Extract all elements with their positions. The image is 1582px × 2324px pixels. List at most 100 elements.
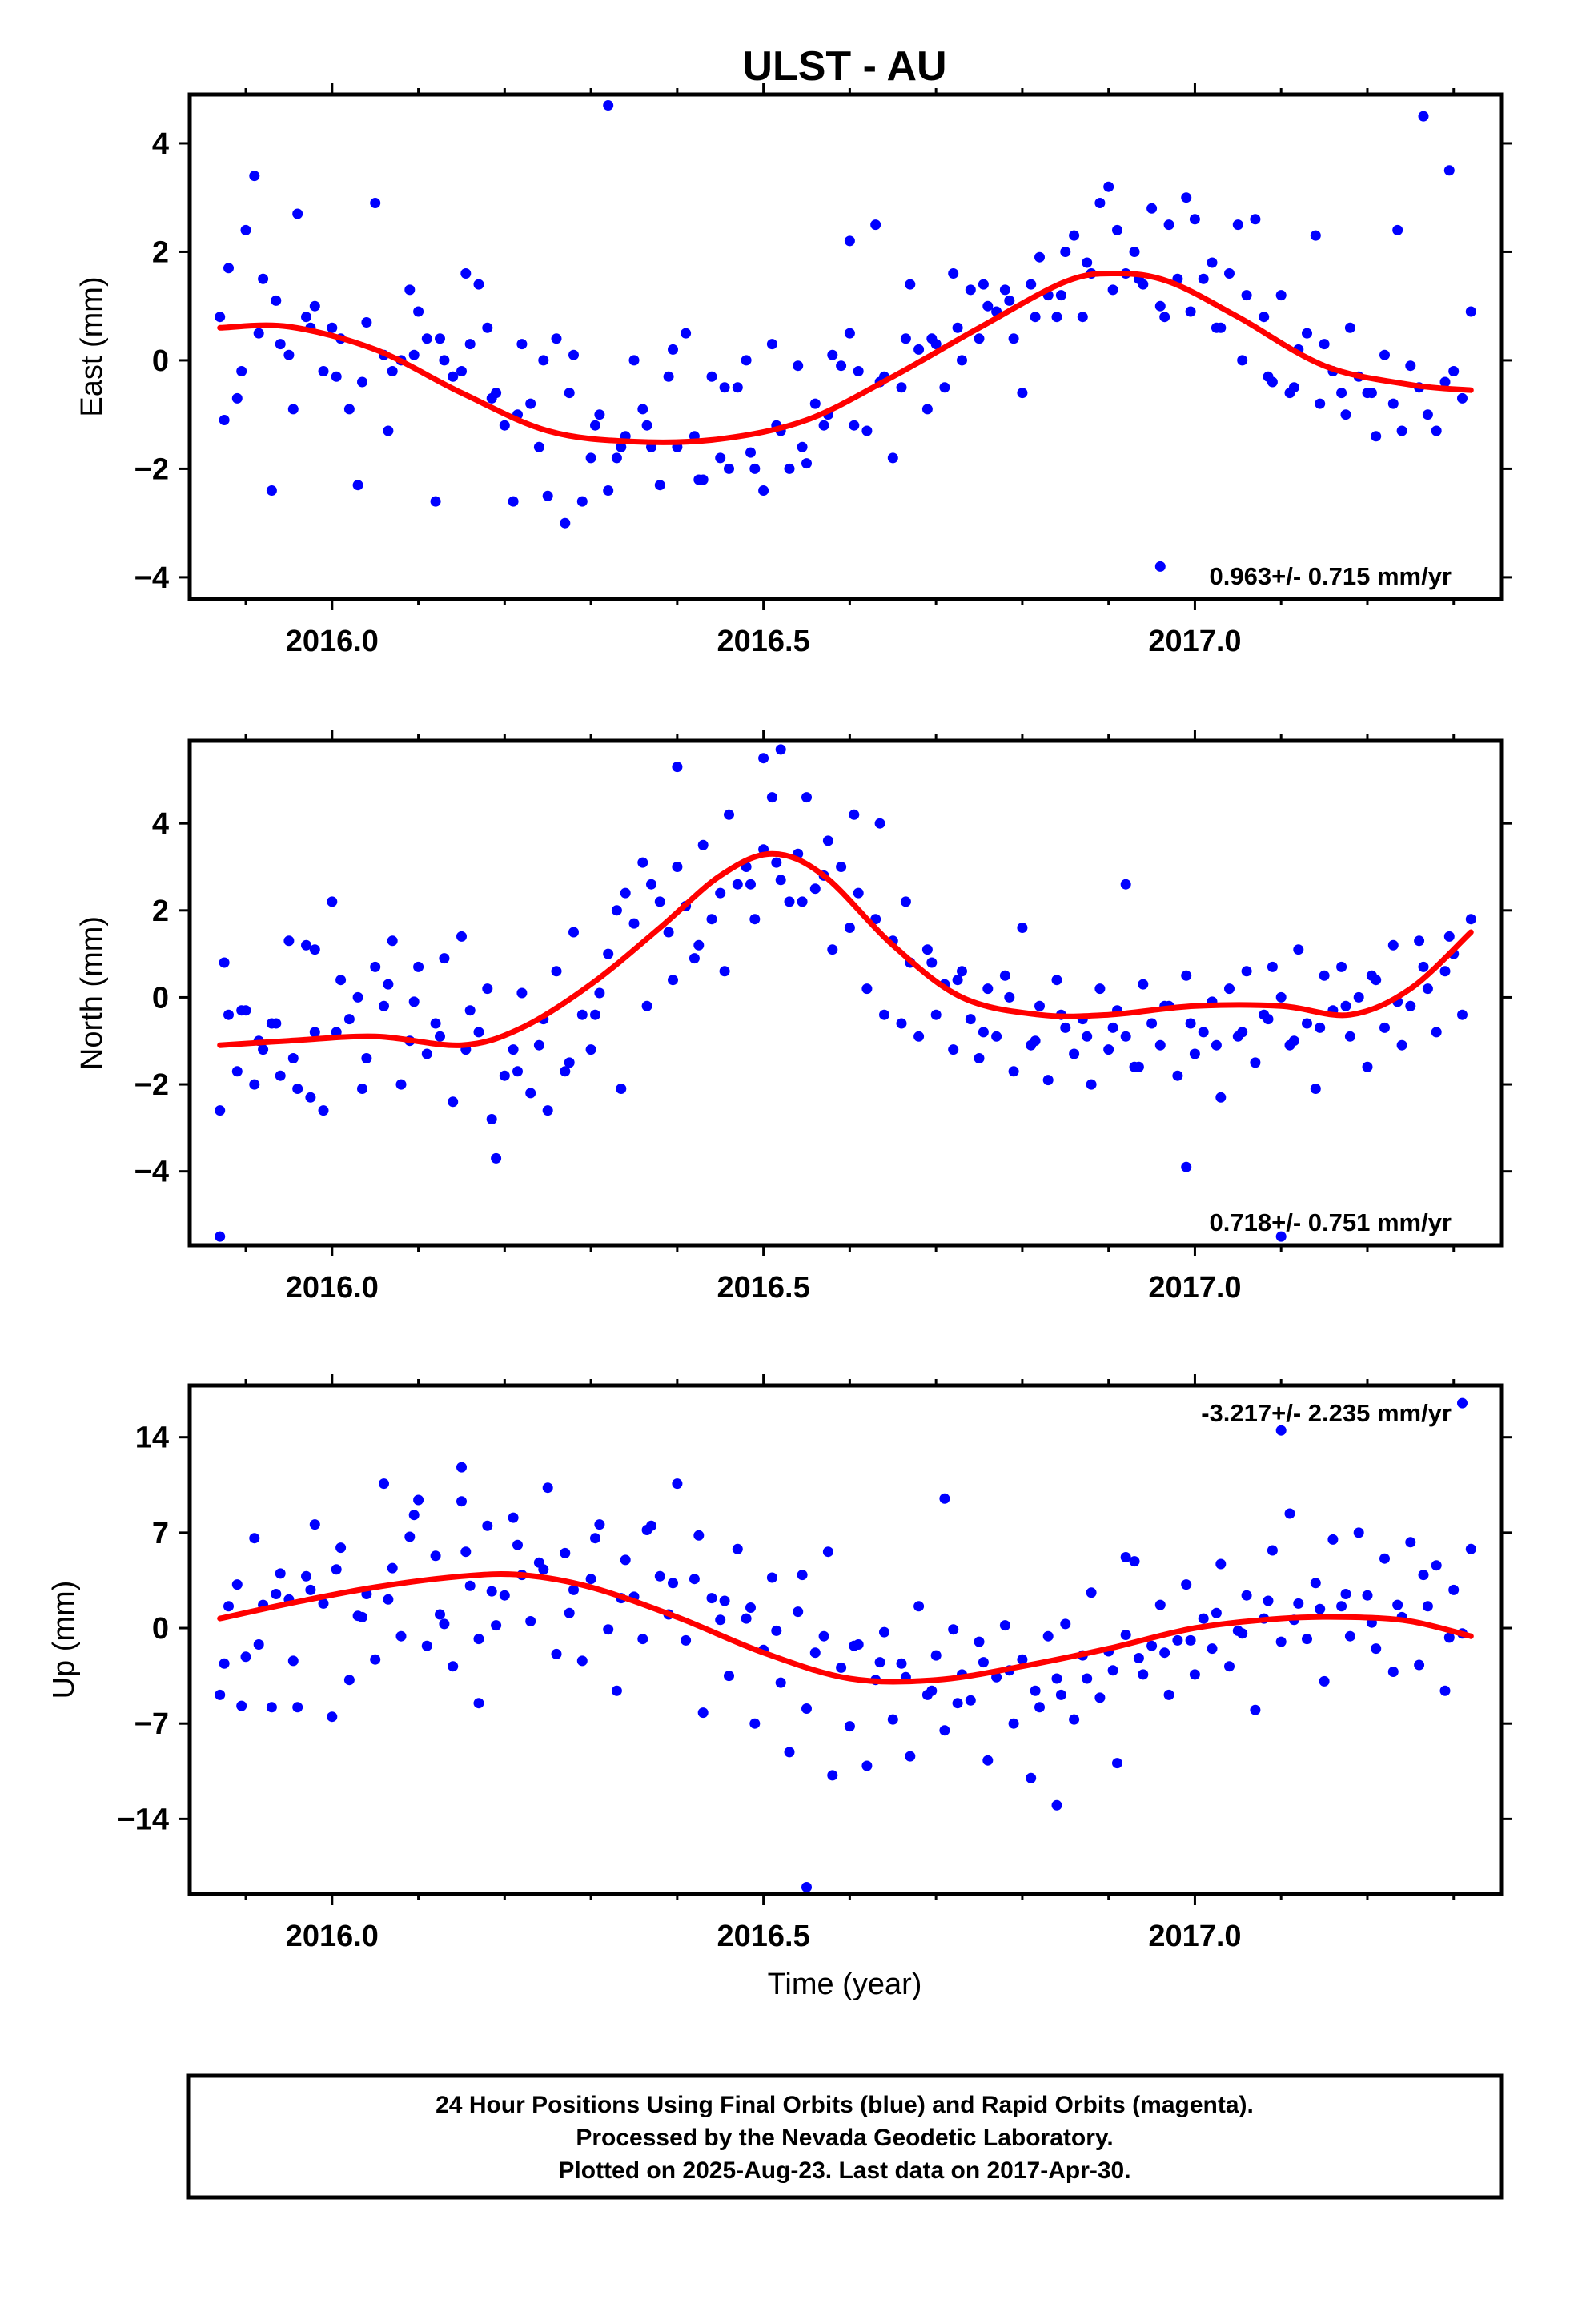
up-point [801,1703,812,1714]
up-point [1215,1558,1227,1570]
chart-title: ULST - AU [742,43,946,90]
up-point [668,1578,678,1589]
north-point [357,1084,367,1094]
east-point [1094,198,1106,208]
north-point [861,983,873,995]
up-point [568,1584,579,1595]
north-point [1181,970,1192,981]
up-point [357,1611,367,1622]
east-point [1232,219,1243,231]
up-point [435,1609,445,1620]
up-point [508,1512,519,1523]
east-point [793,360,804,372]
north-point [809,883,821,895]
east-point [741,355,752,366]
north-point [413,961,424,972]
north-point [1051,975,1062,986]
east-point [809,398,821,409]
north-point [1293,944,1304,955]
up-point [379,1478,389,1490]
east-point [1198,273,1209,284]
east-point [1405,360,1416,372]
east-point [1129,247,1140,257]
up-point [486,1586,497,1597]
east-point [1315,398,1326,409]
up-point [275,1568,286,1579]
east-point [538,355,549,366]
east-point [974,333,985,344]
up-point [724,1671,734,1682]
north-trend-line [217,850,1474,1048]
north-point [435,1031,445,1042]
north-point [724,809,734,820]
up-point [1069,1714,1080,1725]
east-point [594,409,605,420]
east-point [818,420,829,431]
up-point [1120,1630,1131,1640]
up-point [1315,1603,1326,1614]
up-point [430,1550,441,1562]
east-point [352,480,363,491]
north-point [271,1018,282,1029]
east-point [1103,181,1114,192]
up-point [766,1572,777,1583]
east-point [408,349,420,360]
east-point [784,463,795,474]
east-point [421,333,432,344]
east-point [533,441,544,452]
north-point [1181,1161,1192,1172]
north-point [1263,1014,1274,1025]
north-point [732,879,743,890]
east-point [460,268,472,279]
up-point [939,1493,950,1504]
up-point [1030,1685,1041,1696]
up-point [1319,1675,1330,1687]
north-point [1431,1027,1442,1038]
north-point [637,857,648,868]
east-point [1439,376,1451,388]
north-point [784,896,795,907]
up-point [641,1525,652,1535]
north-point [1422,983,1433,995]
east-point [1026,279,1037,290]
north-y-axis-label: North (mm) [75,916,109,1070]
east-point [1060,247,1071,257]
east-point [921,404,933,415]
up-point [849,1640,860,1651]
north-point [611,905,622,916]
east-x-tick-label: 2017.0 [1148,625,1241,658]
up-point [1094,1692,1106,1703]
up-point [448,1661,459,1672]
up-point [1159,1647,1170,1659]
up-point [1224,1661,1235,1672]
east-point [1263,371,1274,382]
up-point [654,1570,665,1582]
up-point [1414,1659,1425,1671]
east-x-tick-label: 2016.0 [286,625,379,658]
east-point [568,349,579,360]
up-point [1185,1634,1196,1646]
up-point [305,1584,316,1595]
north-point [408,996,420,1007]
north-point [1344,1031,1355,1042]
north-point [982,983,994,995]
east-point [253,328,264,339]
east-point [668,344,678,355]
north-point [775,875,786,886]
north-point [913,1031,925,1042]
east-point [1396,425,1407,436]
east-point [724,463,734,474]
up-point [745,1602,756,1613]
north-point [1336,961,1347,972]
north-point [668,975,678,986]
up-point [1172,1634,1183,1646]
east-point [836,360,847,372]
north-point [1237,1027,1248,1038]
east-point [275,339,286,350]
up-point [1362,1590,1373,1601]
east-point [1112,224,1122,235]
north-point [258,1044,269,1055]
up-point [844,1721,855,1732]
east-point [861,425,873,436]
